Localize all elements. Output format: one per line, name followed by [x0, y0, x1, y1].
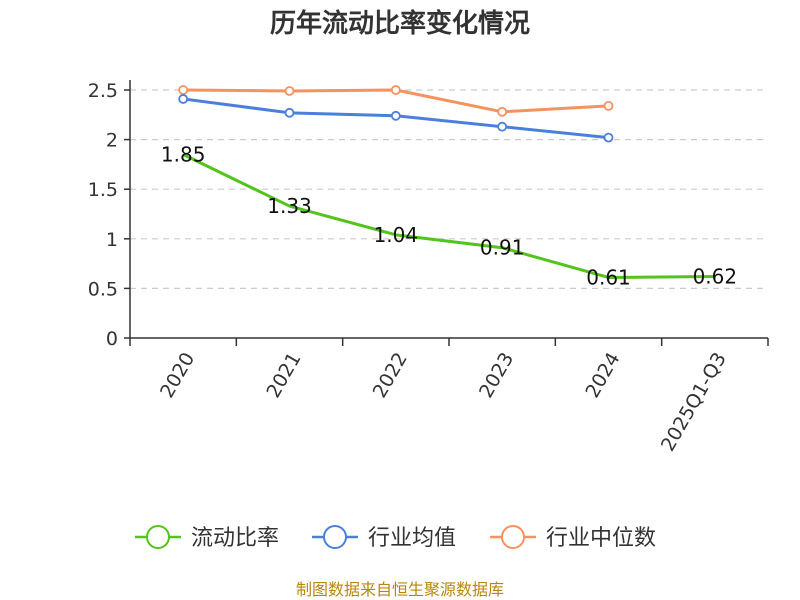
x-tick-label: 2020 — [156, 349, 199, 402]
data-point — [284, 107, 295, 118]
legend-label: 行业中位数 — [546, 526, 656, 551]
chart-title: 历年流动比率变化情况 — [270, 8, 530, 39]
source-note: 制图数据来自恒生聚源数据库 — [296, 580, 504, 599]
data-label: 0.62 — [693, 264, 738, 288]
data-label: 0.91 — [480, 236, 525, 260]
y-tick-label: 2 — [106, 130, 118, 152]
data-label: 1.33 — [267, 194, 312, 218]
series-layer — [178, 85, 715, 279]
y-tick-label: 1.5 — [88, 179, 118, 201]
data-label: 1.04 — [374, 223, 419, 247]
data-point — [390, 110, 401, 121]
y-tick-label: 0.5 — [88, 278, 118, 300]
data-point — [284, 86, 295, 96]
data-point — [497, 121, 508, 132]
axis-layer: 0 0.5 1 1.5 2 2.5 2020 2021 2022 2023 2024 2025Q1-Q… — [88, 80, 769, 455]
data-point — [603, 132, 614, 143]
y-tick-label: 1 — [106, 229, 118, 251]
y-tick-label: 0 — [106, 328, 118, 350]
series-line — [182, 153, 715, 279]
legend-marker — [146, 525, 170, 549]
legend-label: 行业均值 — [368, 526, 456, 551]
x-tick-label: 2024 — [581, 349, 624, 402]
data-point — [178, 94, 189, 104]
data-point — [497, 106, 508, 117]
data-point — [178, 85, 189, 95]
data-point — [603, 100, 614, 111]
x-tick-label: 2022 — [369, 349, 412, 402]
grid-layer — [130, 89, 768, 289]
x-tick-label: 2023 — [475, 349, 518, 402]
data-label: 0.61 — [586, 265, 631, 289]
label-layer: 1.85 1.33 1.04 0.91 0.61 0.62 — [161, 142, 737, 289]
legend-marker — [501, 525, 525, 549]
legend: 流动比率 行业均值 行业中位数 — [135, 525, 656, 551]
legend-label: 流动比率 — [191, 526, 279, 551]
y-tick-label: 2.5 — [88, 80, 118, 102]
data-label: 1.85 — [161, 142, 206, 166]
x-tick-label: 2021 — [262, 349, 305, 402]
data-point — [390, 85, 401, 95]
legend-marker — [323, 525, 347, 549]
x-tick-label: 2025Q1-Q3 — [657, 349, 731, 455]
